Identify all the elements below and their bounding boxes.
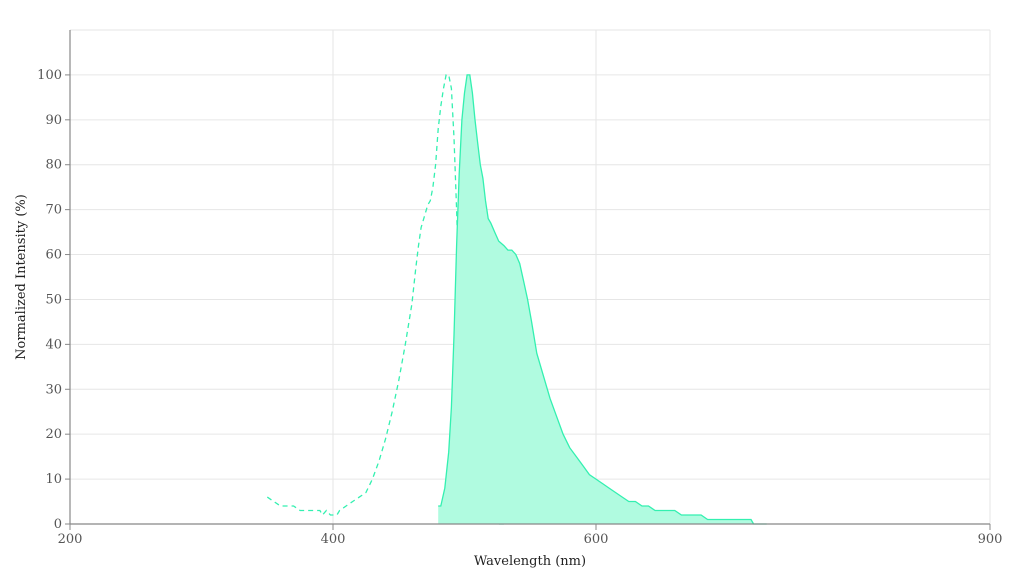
- y-axis-title: Normalized Intensity (%): [14, 194, 29, 360]
- y-tick-label: 90: [45, 113, 62, 128]
- x-tick-label: 900: [978, 532, 1003, 547]
- y-tick-label: 30: [45, 382, 62, 397]
- series-layer: [266, 74, 767, 525]
- axes: 0 10 20 30 40 50 60 70 80 90 100 200 400 600 900: [37, 30, 1002, 547]
- y-tick-label: 70: [45, 203, 62, 218]
- y-tick-label: 60: [45, 248, 62, 263]
- x-tick-label: 200: [58, 532, 83, 547]
- y-tick-label: 20: [45, 427, 62, 442]
- emission-line: [438, 74, 767, 525]
- y-tick-label: 100: [37, 68, 62, 83]
- emission-area-fill: [438, 74, 767, 525]
- x-tick-label: 600: [584, 532, 609, 547]
- y-tick-label: 40: [45, 337, 62, 352]
- y-tick-label: 80: [45, 158, 62, 173]
- y-tick-label: 50: [45, 292, 62, 307]
- x-tick-label: 400: [321, 532, 346, 547]
- y-tick-label: 10: [45, 472, 62, 487]
- y-tick-label: 0: [54, 517, 62, 532]
- x-axis-title: Wavelength (nm): [474, 554, 586, 569]
